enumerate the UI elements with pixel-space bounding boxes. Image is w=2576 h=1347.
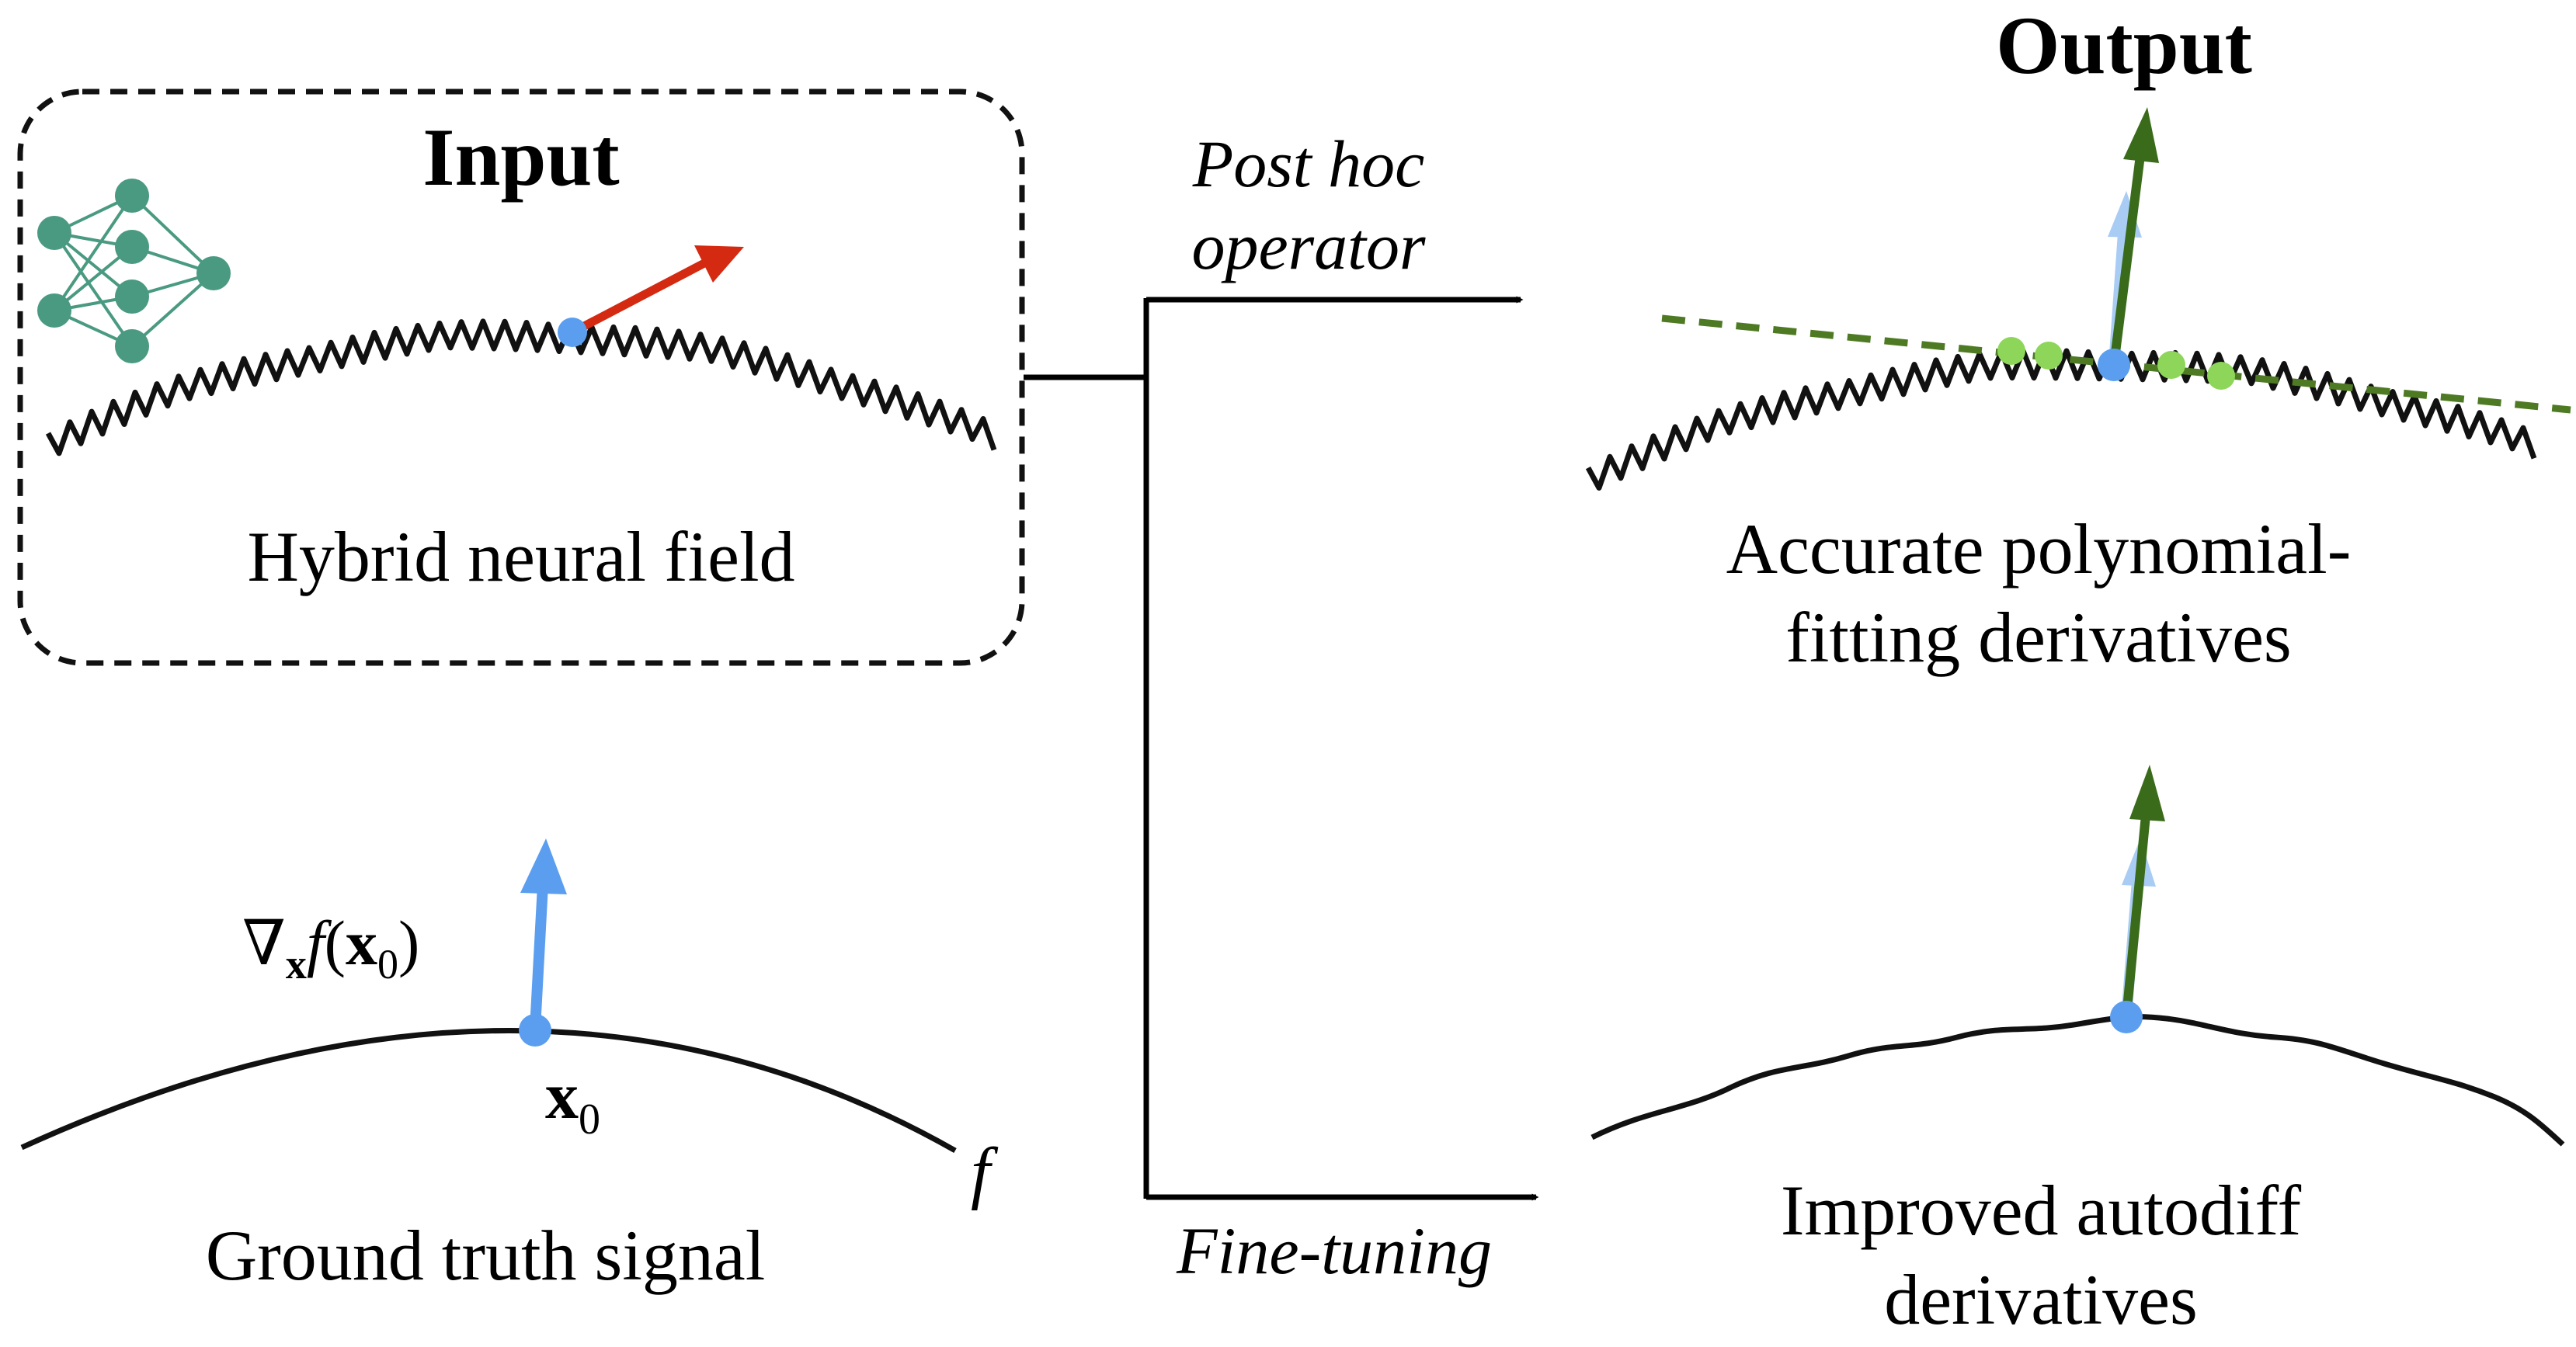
ground-truth-point <box>519 1014 551 1047</box>
true-gradient-arrow <box>520 838 567 1029</box>
fit-sample-point <box>2157 351 2185 379</box>
output-sample-point-upper <box>2098 349 2130 381</box>
ground-truth-curve <box>22 1030 955 1151</box>
hybrid-field-curve <box>48 321 994 453</box>
upper-caption-line2: fitting derivatives <box>1785 598 2292 677</box>
smoothed-curve <box>1592 1017 2563 1144</box>
post-hoc-label-line1: Post hoc <box>1192 127 1425 201</box>
fine-tuning-label: Fine-tuning <box>1176 1213 1492 1288</box>
network-node <box>115 329 149 363</box>
network-node <box>115 230 149 264</box>
neural-network-icon <box>37 179 231 363</box>
lower-caption-line1: Improved autodiff <box>1781 1171 2302 1250</box>
input-caption: Hybrid neural field <box>247 517 794 596</box>
output-noisy-curve <box>1588 351 2534 488</box>
upper-caption-line1: Accurate polynomial- <box>1726 509 2352 588</box>
network-node <box>37 293 71 328</box>
network-node <box>115 179 149 213</box>
noisy-gradient-arrow <box>572 245 744 332</box>
input-title: Input <box>422 112 619 203</box>
output-autodiff-panel: Improved autodiff derivatives <box>1592 765 2563 1339</box>
network-node <box>115 279 149 314</box>
point-label: x0 <box>545 1058 600 1144</box>
post-hoc-label-line2: operator <box>1192 209 1427 283</box>
network-node <box>196 256 231 290</box>
gradient-label: ∇xf(x0) <box>242 908 419 988</box>
ground-truth-panel: ∇xf(x0) x0 f Ground truth signal <box>22 838 999 1295</box>
fit-sample-point <box>2035 342 2063 370</box>
fit-sample-point <box>1997 337 2025 365</box>
output-polynomial-panel: Output Accurate polynomial- fitting deri… <box>1588 0 2571 677</box>
fit-sample-point <box>2207 362 2235 390</box>
input-panel: Input Hybrid neural field <box>20 92 1022 663</box>
output-sample-point-lower <box>2110 1001 2143 1033</box>
input-sample-point <box>558 318 587 347</box>
function-label: f <box>971 1134 999 1211</box>
lower-caption-line2: derivatives <box>1884 1260 2198 1339</box>
ground-truth-caption: Ground truth signal <box>206 1216 766 1295</box>
pipeline-connectors <box>1024 298 1536 1199</box>
network-node <box>37 216 71 250</box>
output-title: Output <box>1996 0 2252 91</box>
